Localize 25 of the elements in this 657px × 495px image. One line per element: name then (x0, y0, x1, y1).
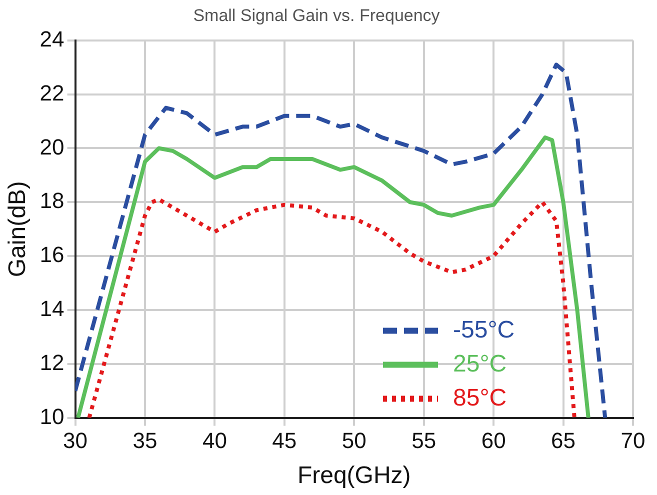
y-tick-label: 12 (40, 350, 64, 375)
y-tick-label: 24 (40, 26, 64, 52)
y-tick-label: 18 (40, 188, 64, 214)
x-tick-label: 35 (132, 428, 158, 454)
y-tick-label: 10 (40, 404, 64, 429)
chart-title: Small Signal Gain vs. Frequency (193, 6, 440, 25)
y-tick-label: 14 (40, 296, 64, 322)
y-axis-title: Gain(dB) (4, 181, 32, 278)
x-tick-label: 40 (202, 428, 227, 454)
y-tick-label: 22 (40, 80, 64, 106)
x-tick-label: 55 (412, 428, 436, 454)
line-series (75, 62, 608, 418)
x-tick-label: 70 (620, 428, 646, 454)
x-tick-label: 65 (551, 428, 576, 454)
legend-label: 85°C (453, 384, 507, 412)
x-tick-label: 30 (63, 428, 88, 454)
legend-label: -55°C (453, 316, 515, 344)
x-axis-title: Freq(GHz) (297, 462, 411, 490)
y-tick-label: 16 (40, 242, 64, 268)
y-tick-label: 20 (40, 134, 64, 160)
x-tick-label: 60 (481, 428, 506, 454)
x-tick-label: 50 (342, 428, 366, 454)
legend-label: 25°C (453, 350, 507, 378)
line-series (87, 197, 576, 418)
x-tick-label: 45 (272, 428, 297, 454)
